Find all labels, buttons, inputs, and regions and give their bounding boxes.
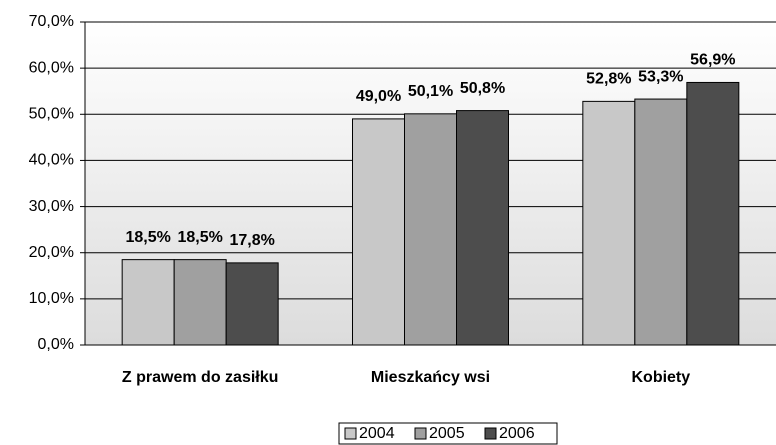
y-tick-label: 70,0%: [29, 13, 74, 30]
value-label: 52,8%: [586, 71, 631, 88]
bar: [173, 259, 227, 346]
bar: [121, 259, 175, 346]
y-tick-label: 40,0%: [29, 152, 74, 169]
x-tick-label: Z prawem do zasiłku: [122, 369, 278, 386]
legend-box: [338, 422, 558, 445]
bar: [352, 118, 405, 346]
bar: [686, 81, 740, 346]
bar: [582, 100, 636, 346]
bar: [404, 113, 457, 346]
value-label: 50,1%: [408, 83, 453, 100]
legend-swatch: [484, 427, 497, 440]
legend-label: 2006: [499, 425, 535, 442]
y-tick-label: 30,0%: [29, 198, 74, 215]
value-label: 18,5%: [177, 229, 222, 246]
legend-label: 2004: [359, 425, 395, 442]
value-label: 50,8%: [460, 80, 505, 97]
x-tick-label: Kobiety: [631, 369, 690, 386]
legend-swatch: [414, 427, 427, 440]
value-label: 53,3%: [638, 68, 683, 85]
legend-swatch: [344, 427, 357, 440]
y-tick-label: 50,0%: [29, 106, 74, 123]
value-label: 49,0%: [356, 88, 401, 105]
legend-label: 2005: [429, 425, 465, 442]
y-tick-label: 20,0%: [29, 244, 74, 261]
y-tick-label: 0,0%: [38, 336, 74, 353]
value-label: 56,9%: [690, 52, 735, 69]
bar: [225, 262, 279, 346]
y-tick-label: 60,0%: [29, 59, 74, 76]
value-label: 18,5%: [125, 229, 170, 246]
y-tick-label: 10,0%: [29, 290, 74, 307]
bar: [456, 110, 509, 346]
value-label: 17,8%: [229, 232, 274, 249]
x-tick-label: Mieszkańcy wsi: [371, 369, 490, 386]
bar: [634, 98, 688, 346]
